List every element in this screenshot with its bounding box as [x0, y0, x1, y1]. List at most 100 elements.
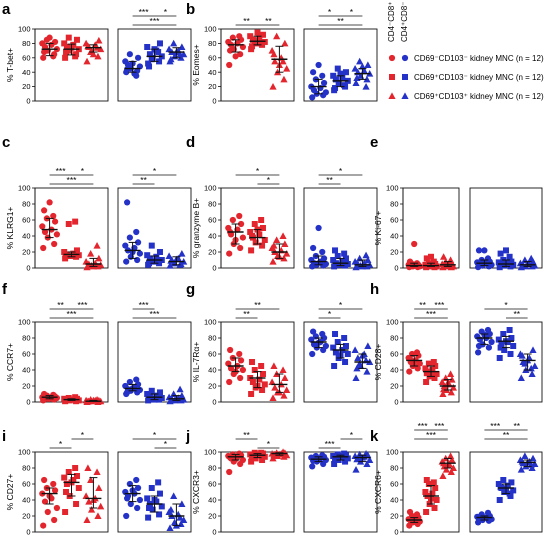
data-point — [87, 476, 95, 483]
data-point — [279, 232, 287, 239]
data-point — [497, 250, 504, 257]
group-cd4: ** ** — [220, 300, 295, 403]
data-point — [283, 250, 291, 257]
y-tick-label: 100 — [386, 184, 399, 193]
plot-frame — [303, 28, 378, 102]
data-point — [227, 365, 235, 372]
y-tick-label: 20 — [208, 382, 216, 391]
data-point — [342, 458, 349, 465]
data-point — [247, 229, 254, 235]
data-point — [248, 391, 255, 397]
sig-label: ** — [140, 175, 147, 185]
data-point — [40, 522, 47, 529]
data-point — [156, 249, 163, 255]
data-point — [41, 48, 48, 56]
data-point — [94, 52, 102, 60]
group-cd8: ****** — [117, 300, 192, 405]
data-point — [256, 34, 263, 41]
data-point — [133, 476, 140, 484]
data-point — [430, 479, 437, 486]
data-point — [331, 263, 338, 270]
data-point — [341, 335, 348, 341]
data-point — [73, 501, 80, 507]
data-point — [237, 220, 245, 228]
data-point — [496, 355, 503, 361]
data-point — [430, 258, 437, 265]
data-point — [148, 242, 155, 249]
data-point — [330, 72, 337, 79]
y-tick-label: 60 — [390, 480, 398, 489]
data-point — [259, 387, 266, 393]
y-tick-label: 80 — [208, 200, 216, 209]
data-point — [319, 248, 326, 256]
data-point — [82, 492, 90, 499]
plot-frame — [34, 28, 109, 102]
data-point — [51, 487, 59, 494]
data-point — [344, 261, 351, 267]
data-point — [362, 251, 370, 259]
data-point — [529, 346, 537, 353]
sig-label: * — [350, 7, 354, 17]
data-point — [269, 258, 277, 265]
data-point — [475, 349, 482, 356]
data-point — [431, 375, 438, 381]
sig-label: *** — [150, 16, 161, 26]
data-point — [146, 505, 153, 511]
data-point — [124, 495, 131, 502]
data-point — [97, 502, 105, 510]
y-tick-label: 80 — [208, 464, 216, 473]
group-cd8: *** — [469, 300, 543, 403]
data-point — [61, 40, 68, 47]
data-point — [495, 481, 502, 487]
y-axis-label: % Eomes+ — [191, 44, 201, 85]
data-point — [344, 455, 351, 462]
data-point — [310, 328, 317, 335]
data-point — [281, 374, 289, 381]
data-point — [449, 384, 457, 391]
data-point — [332, 456, 339, 463]
y-tick-label: 80 — [22, 464, 30, 473]
data-point — [433, 371, 440, 377]
sig-label: * — [504, 300, 508, 310]
data-point — [165, 45, 173, 53]
sig-label: ** — [419, 300, 426, 310]
sig-label: ** — [265, 16, 272, 26]
data-point — [134, 54, 142, 61]
data-point — [176, 385, 184, 393]
plot-frame — [117, 187, 192, 269]
sig-label: *** — [434, 421, 445, 431]
data-point — [500, 477, 507, 483]
data-point — [428, 253, 434, 260]
sig-label: * — [328, 7, 332, 17]
data-point — [62, 54, 69, 61]
data-point — [447, 370, 455, 377]
data-point — [75, 485, 82, 491]
data-point — [72, 53, 79, 60]
data-point — [498, 341, 505, 348]
sig-label: ** — [337, 16, 344, 26]
panel-e: e % Ki-67+ 0 20 40 60 80 100 — [370, 134, 543, 273]
y-tick-label: 0 — [394, 398, 398, 407]
data-point — [72, 218, 79, 225]
data-point — [136, 496, 143, 504]
data-point — [180, 516, 188, 523]
data-point — [322, 89, 329, 96]
y-tick-label: 60 — [208, 216, 216, 225]
data-point — [432, 363, 439, 369]
data-point — [134, 484, 142, 492]
data-point — [41, 476, 48, 484]
data-point — [239, 366, 246, 374]
data-point — [356, 360, 364, 367]
data-point — [261, 38, 268, 45]
data-point — [281, 39, 289, 47]
data-point — [126, 234, 133, 241]
data-point — [342, 343, 349, 349]
y-tick-label: 40 — [22, 496, 30, 505]
legend-label: CD69⁺CD103⁺ kidney MNC (n = 12) — [414, 92, 544, 101]
group-cd4 — [34, 28, 109, 102]
y-axis-label: % granzyme B+ — [191, 198, 201, 258]
y-tick-label: 80 — [208, 39, 216, 48]
sig-label: *** — [139, 7, 150, 17]
